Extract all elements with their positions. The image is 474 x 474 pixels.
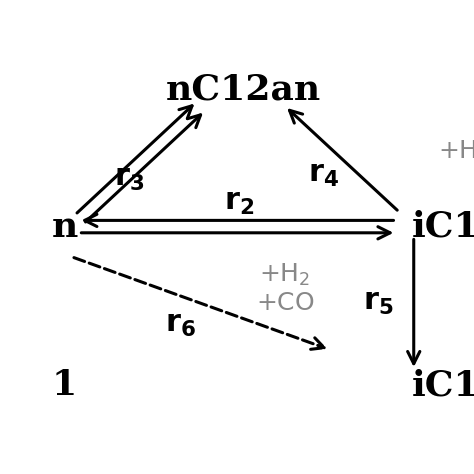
Text: iC12: iC12 — [412, 210, 474, 244]
Text: $\mathbf{r_4}$: $\mathbf{r_4}$ — [308, 158, 339, 189]
Text: n: n — [52, 210, 78, 244]
Text: iC13: iC13 — [412, 368, 474, 402]
Text: $\mathbf{r_6}$: $\mathbf{r_6}$ — [165, 308, 196, 339]
Text: $\mathbf{r_2}$: $\mathbf{r_2}$ — [224, 185, 255, 217]
Text: $\mathbf{r_5}$: $\mathbf{r_5}$ — [364, 286, 394, 317]
Text: $+\mathrm{H}$: $+\mathrm{H}$ — [438, 140, 474, 163]
Text: nC12an: nC12an — [165, 73, 320, 107]
Text: 1: 1 — [52, 368, 77, 402]
Text: $+\mathrm{H_2}$
$+\mathrm{CO}$: $+\mathrm{H_2}$ $+\mathrm{CO}$ — [256, 262, 314, 315]
Text: $\mathbf{r_3}$: $\mathbf{r_3}$ — [114, 162, 144, 193]
